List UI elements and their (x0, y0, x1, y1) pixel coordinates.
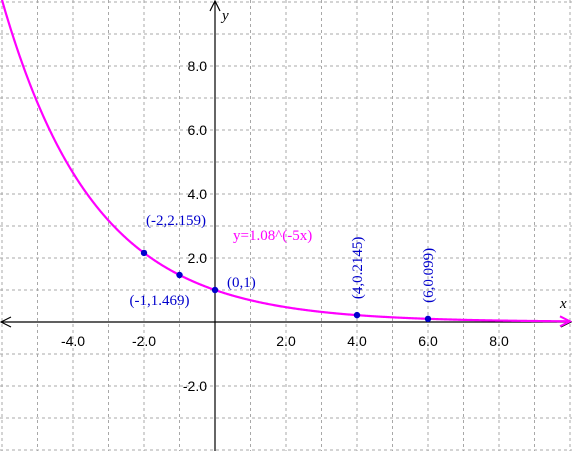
y-axis-label: y (220, 8, 229, 24)
data-label: (4,0.2145) (350, 237, 366, 300)
x-tick-label: 4.0 (347, 333, 367, 349)
tick-labels: -4.0 -2.0 2.0 4.0 6.0 8.0 8.0 6.0 4.0 2.0 -2.0 (61, 58, 509, 394)
y-tick-label: -2.0 (183, 378, 207, 394)
y-tick-label: 4.0 (188, 186, 208, 202)
x-tick-label: 8.0 (489, 333, 509, 349)
data-point (424, 315, 432, 323)
data-point (140, 249, 148, 257)
data-point (353, 311, 361, 319)
data-point (176, 271, 183, 279)
curve-arrow-right (559, 315, 572, 328)
x-tick-label: -2.0 (132, 333, 156, 349)
data-point (211, 286, 219, 294)
data-label: (-2,2.159) (146, 213, 206, 229)
x-axis-label: x (559, 296, 567, 312)
x-tick-label: 6.0 (418, 333, 438, 349)
curve-layer (0, 0, 572, 328)
y-tick-label: 6.0 (188, 122, 208, 138)
data-labels: (-2,2.159) (-1,1.469) (0,1) (4,0.2145) (6,0.… (130, 213, 438, 309)
y-axis-arrow-up (209, 0, 221, 12)
series-curve (0, 0, 571, 323)
data-label: (0,1) (227, 275, 256, 291)
data-label: (-1,1.469) (130, 293, 190, 309)
y-tick-label: 8.0 (188, 58, 208, 74)
x-axis-arrow-left (0, 316, 12, 328)
x-tick-label: -4.0 (61, 333, 85, 349)
y-tick-label: 2.0 (188, 250, 208, 266)
data-label: (6,0.099) (421, 248, 437, 303)
equation-label: y=1.08^(-5x) (233, 228, 312, 244)
x-tick-label: 2.0 (276, 333, 296, 349)
data-points (140, 249, 432, 323)
